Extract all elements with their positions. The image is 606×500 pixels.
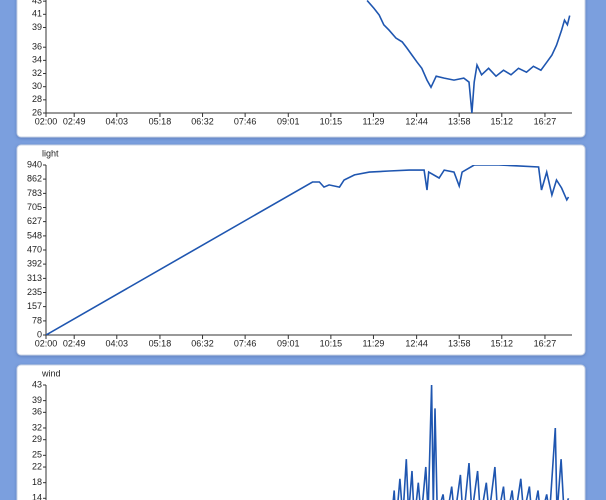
x-tick-label: 05:18	[149, 338, 172, 348]
y-tick-label: 157	[27, 301, 42, 311]
data-line	[366, 0, 571, 113]
chart-title: wind	[41, 368, 61, 378]
x-tick-label: 12:44	[405, 116, 428, 126]
data-line	[46, 165, 570, 335]
x-tick-label: 09:01	[277, 338, 300, 348]
y-tick-label: 470	[27, 244, 42, 254]
chart-title: light	[42, 148, 59, 158]
y-tick-label: 627	[27, 216, 42, 226]
y-tick-label: 783	[27, 188, 42, 198]
x-tick-label: 06:32	[191, 116, 214, 126]
y-tick-label: 14	[32, 493, 42, 500]
x-tick-label: 07:46	[234, 338, 257, 348]
y-tick-label: 25	[32, 450, 42, 460]
y-tick-label: 313	[27, 273, 42, 283]
y-tick-label: 26	[32, 107, 42, 117]
x-tick-label: 02:49	[63, 338, 86, 348]
data-line	[392, 385, 570, 500]
x-tick-label: 02:00	[35, 116, 58, 126]
x-tick-label: 04:03	[106, 116, 129, 126]
y-tick-label: 39	[32, 22, 42, 32]
y-tick-label: 34	[32, 55, 42, 65]
x-tick-label: 07:46	[234, 116, 257, 126]
y-tick-label: 43	[32, 0, 42, 6]
x-tick-label: 02:49	[63, 116, 86, 126]
y-tick-label: 548	[27, 230, 42, 240]
x-tick-label: 02:00	[35, 338, 58, 348]
y-tick-label: 36	[32, 407, 42, 417]
y-tick-label: 39	[32, 395, 42, 405]
y-tick-label: 235	[27, 287, 42, 297]
y-tick-label: 22	[32, 461, 42, 471]
y-tick-label: 29	[32, 434, 42, 444]
x-tick-label: 11:29	[363, 116, 385, 126]
y-tick-label: 78	[32, 315, 42, 325]
x-tick-label: 06:32	[191, 338, 214, 348]
y-tick-label: 32	[32, 422, 42, 432]
y-tick-label: 862	[27, 173, 42, 183]
x-tick-label: 11:29	[363, 338, 385, 348]
y-tick-label: 43	[32, 379, 42, 389]
x-tick-label: 16:27	[534, 338, 557, 348]
y-tick-label: 28	[32, 94, 42, 104]
panel	[16, 364, 586, 500]
x-tick-label: 10:15	[320, 116, 343, 126]
y-tick-label: 18	[32, 477, 42, 487]
y-tick-label: 705	[27, 202, 42, 212]
x-tick-label: 05:18	[149, 116, 172, 126]
x-tick-label: 09:01	[277, 116, 300, 126]
y-tick-label: 32	[32, 68, 42, 78]
y-tick-label: 940	[27, 159, 42, 169]
x-tick-label: 15:12	[491, 338, 514, 348]
x-tick-label: 13:58	[448, 116, 471, 126]
panel	[16, 0, 586, 138]
y-tick-label: 0	[37, 329, 42, 339]
x-tick-label: 12:44	[405, 338, 428, 348]
y-tick-label: 41	[32, 9, 42, 19]
y-tick-label: 392	[27, 258, 42, 268]
x-tick-label: 04:03	[106, 338, 129, 348]
y-tick-label: 36	[32, 42, 42, 52]
y-tick-label: 30	[32, 81, 42, 91]
x-tick-label: 15:12	[491, 116, 514, 126]
x-tick-label: 13:58	[448, 338, 471, 348]
panel	[16, 144, 586, 356]
x-tick-label: 10:15	[320, 338, 343, 348]
x-tick-label: 16:27	[534, 116, 557, 126]
